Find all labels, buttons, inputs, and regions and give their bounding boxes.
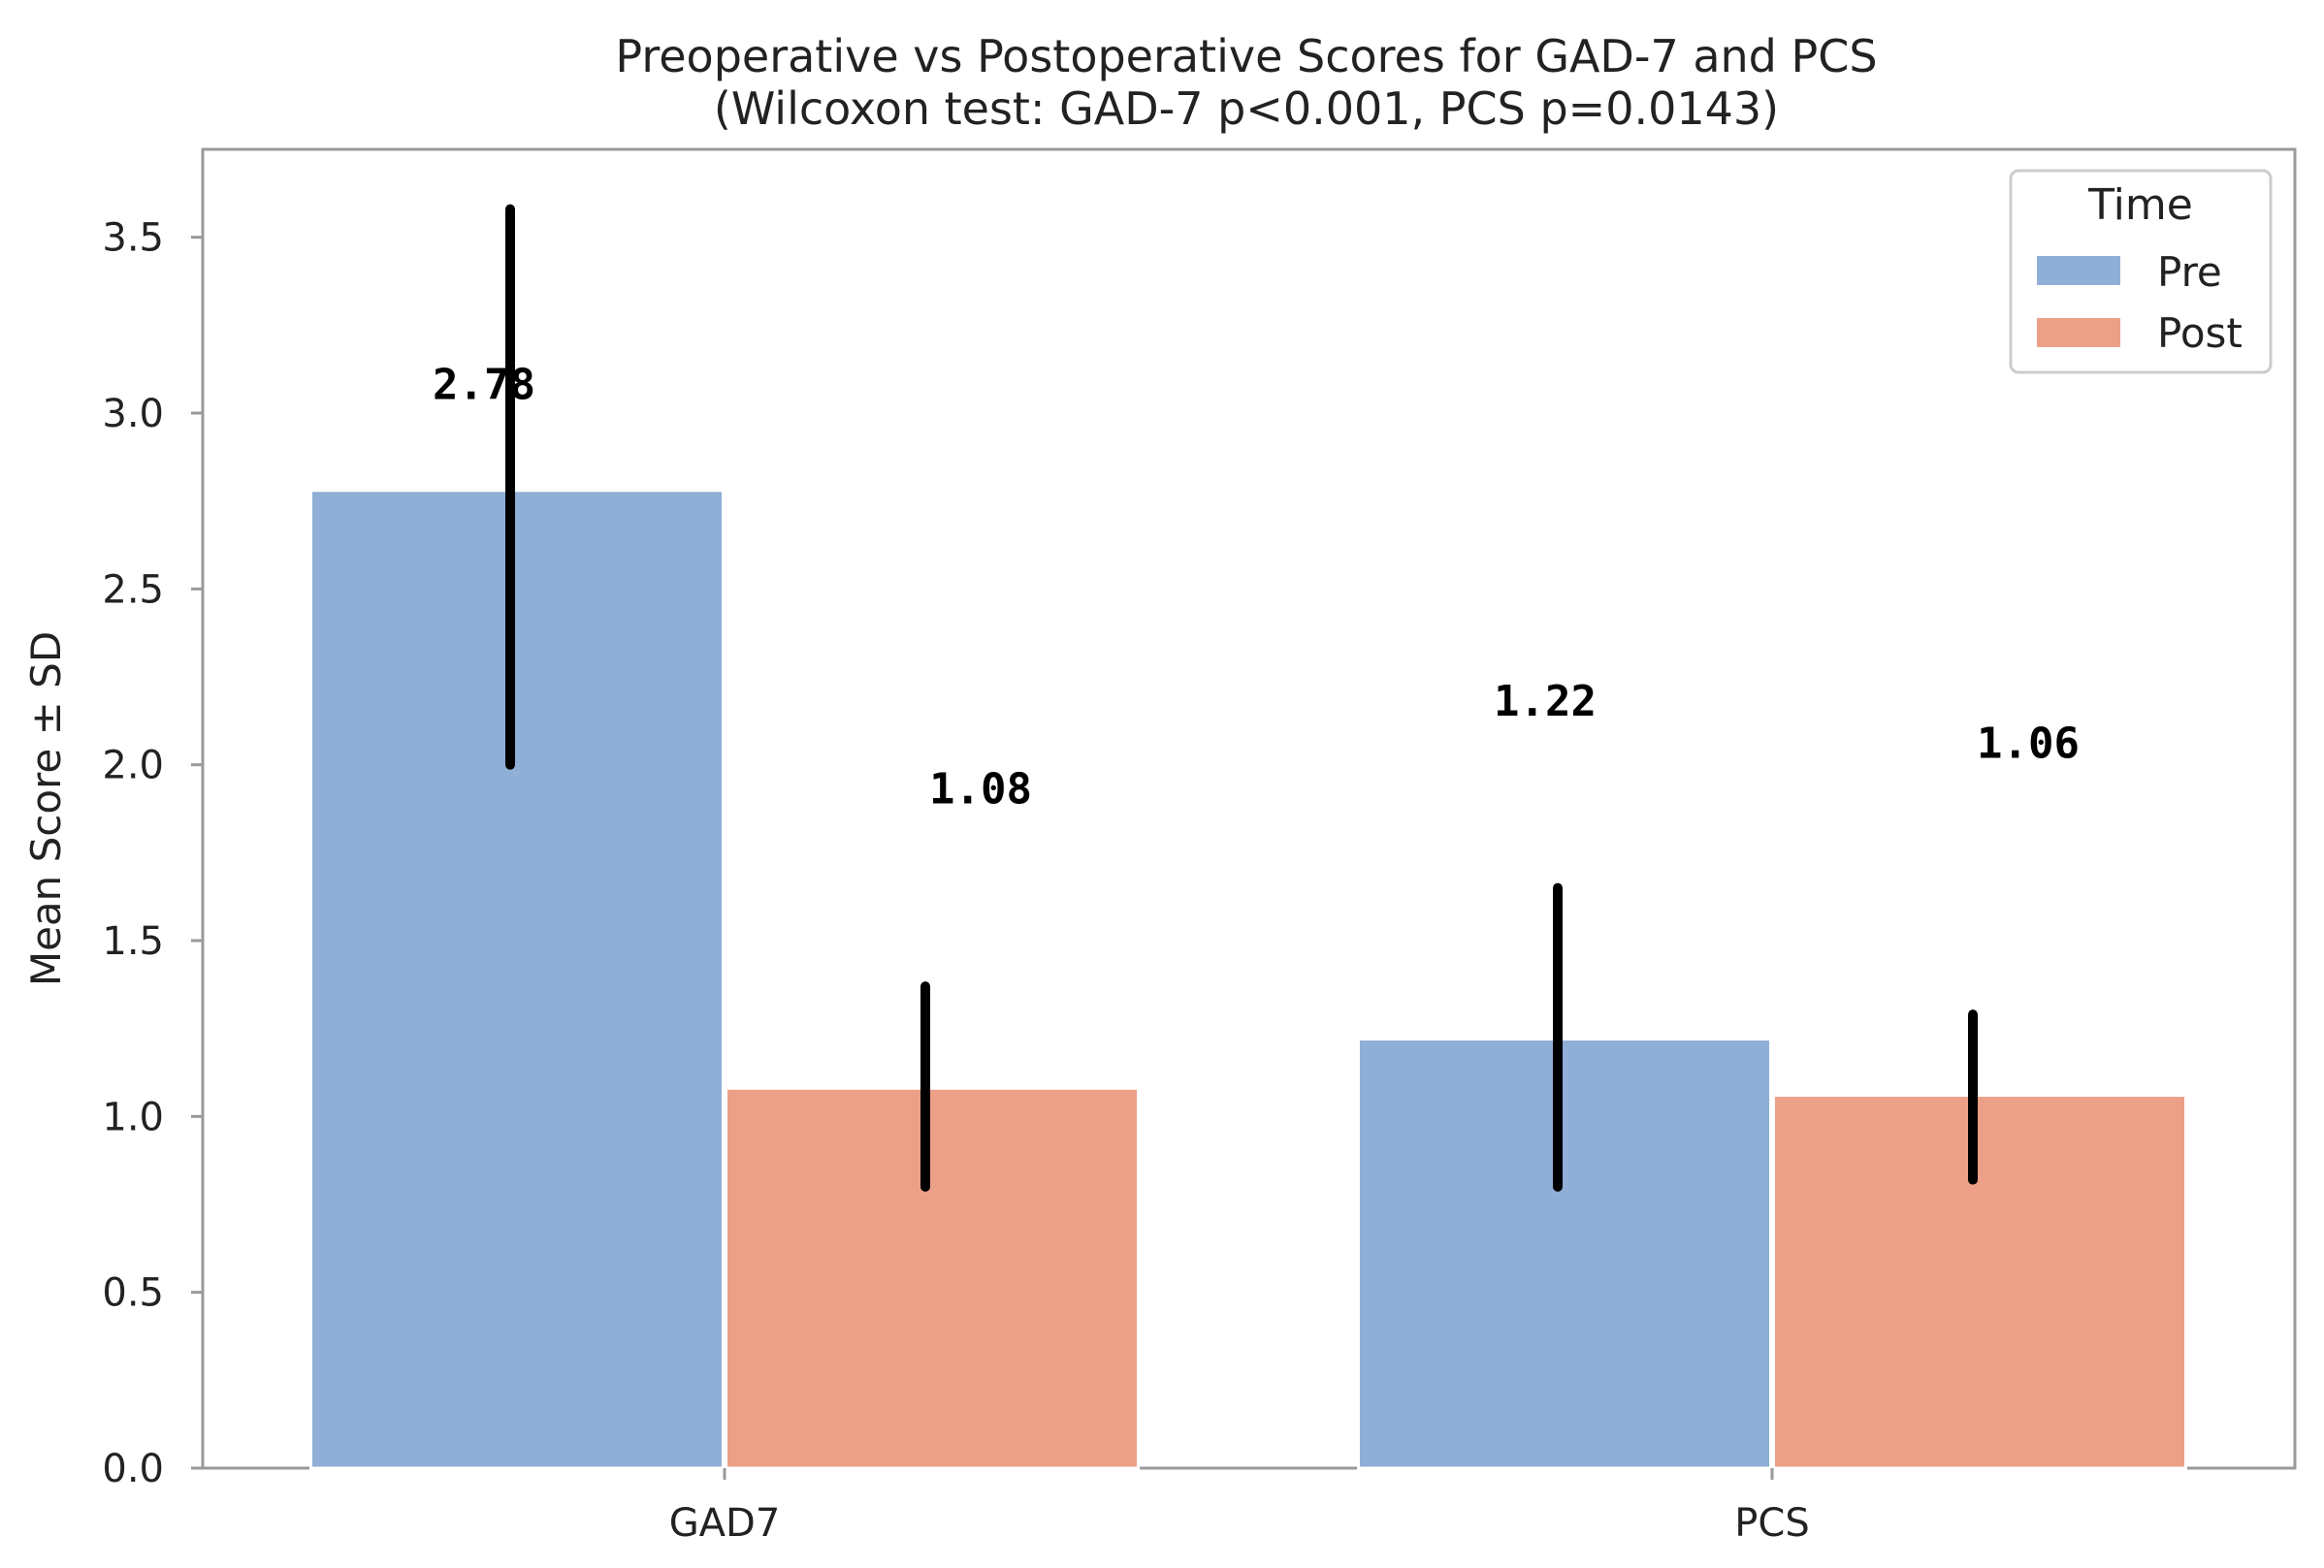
y-tick-label: 0.5	[102, 1271, 164, 1316]
y-axis-ticks: 0.0 0.5 1.0 1.5 2.0 2.5 3.0 3.5	[102, 216, 203, 1491]
legend-swatch-pre	[2037, 256, 2120, 285]
y-tick-label: 3.5	[102, 216, 164, 261]
bar-pre-pcs	[1357, 1038, 1772, 1470]
x-tick-label: PCS	[1734, 1501, 1809, 1546]
bar-pre-gad7	[309, 489, 725, 1470]
bars-layer	[309, 489, 2187, 1470]
bar-post-gad7	[725, 1086, 1140, 1470]
x-tick-label: GAD7	[669, 1501, 781, 1546]
error-bars-layer	[505, 204, 1978, 1192]
y-tick-label: 3.0	[102, 392, 164, 436]
legend-swatch-post	[2037, 318, 2120, 347]
legend-label-pre: Pre	[2157, 248, 2222, 296]
value-label: 2.78	[433, 360, 535, 409]
y-axis-label: Mean Score ± SD	[22, 631, 70, 986]
x-axis-ticks: GAD7 PCS	[669, 1468, 1810, 1546]
value-label: 1.22	[1494, 677, 1597, 726]
y-tick-label: 2.0	[102, 744, 164, 788]
value-label: 1.06	[1977, 719, 2080, 768]
chart-subtitle: (Wilcoxon test: GAD-7 p<0.001, PCS p=0.0…	[714, 82, 1779, 135]
chart-title: Preoperative vs Postoperative Scores for…	[615, 30, 1877, 82]
y-tick-label: 1.5	[102, 919, 164, 964]
y-tick-label: 2.5	[102, 567, 164, 612]
y-tick-label: 0.0	[102, 1447, 164, 1491]
legend-label-post: Post	[2157, 309, 2243, 357]
bar-post-pcs	[1772, 1094, 2187, 1470]
legend-title: Time	[2087, 180, 2193, 230]
y-tick-label: 1.0	[102, 1095, 164, 1139]
legend: Time Pre Post	[2009, 169, 2273, 374]
value-labels-layer: 2.78 1.22 1.08 1.06	[433, 360, 2080, 814]
value-label: 1.08	[929, 765, 1032, 815]
